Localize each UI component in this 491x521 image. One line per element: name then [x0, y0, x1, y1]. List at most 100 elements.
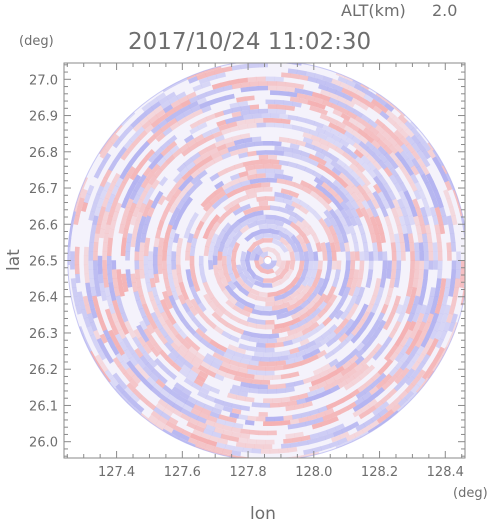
radar-cell [150, 198, 159, 209]
radar-cell [416, 376, 426, 387]
radar-cell [405, 368, 415, 379]
radar-cell [215, 418, 226, 426]
radar-cell [278, 160, 289, 166]
radar-cell [390, 269, 397, 279]
radar-cell [271, 238, 283, 247]
radar-cell [361, 319, 371, 330]
radar-cell [99, 333, 108, 344]
radar-cell [352, 109, 364, 118]
radar-cell [320, 94, 331, 102]
radar-cell [449, 330, 455, 340]
radar-cell [247, 415, 257, 422]
radar-cell [287, 328, 298, 336]
radar-cell [224, 117, 235, 125]
radar-cell [180, 413, 191, 422]
radar-cell [343, 439, 354, 446]
radar-cell [203, 201, 213, 212]
radar-cell [231, 106, 242, 113]
radar-cell [405, 375, 415, 386]
radar-cell [313, 176, 324, 186]
radar-cell [180, 99, 191, 108]
radar-cell [278, 206, 289, 214]
radar-cell [374, 118, 385, 128]
radar-cell [315, 102, 326, 110]
radar-cell [292, 101, 302, 108]
radar-cell [444, 304, 451, 315]
radar-cell [235, 371, 246, 378]
y-tick-label: 26.3 [29, 327, 58, 342]
radar-cell [114, 387, 123, 397]
radar-cell [227, 416, 237, 423]
radar-cell [258, 81, 268, 86]
radar-cell [221, 361, 232, 369]
radar-cell [387, 312, 396, 323]
radar-cell [415, 286, 422, 297]
radar-cell [305, 94, 316, 102]
radar-cell [122, 337, 131, 348]
radar-cell [140, 178, 150, 189]
radar-cell [369, 92, 380, 102]
radar-cell [96, 185, 105, 196]
radar-cell [313, 335, 324, 345]
radar-cell [290, 317, 301, 325]
radar-cell [158, 96, 169, 106]
radar-cell [173, 425, 184, 434]
radar-cell [372, 105, 383, 115]
radar-cell [184, 298, 194, 309]
radar-cell [427, 362, 436, 373]
radar-cell [319, 369, 330, 378]
radar-cell [120, 198, 129, 209]
radar-cell [324, 81, 335, 89]
radar-cell [231, 260, 237, 270]
radar-cell [168, 203, 178, 214]
radar-cell [312, 341, 323, 351]
radar-cell [278, 90, 289, 97]
radar-cell [431, 312, 439, 323]
radar-cell [79, 326, 85, 336]
radar-cell [258, 255, 264, 261]
x-tick-label: 128.2 [361, 465, 398, 480]
radar-cell [325, 136, 336, 145]
radar-cell [328, 92, 339, 100]
radar-cell [107, 193, 116, 204]
radar-cell [295, 350, 306, 358]
radar-cell [103, 138, 112, 148]
radar-cell [239, 287, 250, 297]
radar-cell [160, 299, 168, 310]
radar-cell [208, 241, 216, 252]
radar-cell [358, 410, 369, 420]
radar-cell [99, 282, 106, 293]
radar-cell [133, 290, 141, 301]
radar-cell [379, 233, 386, 244]
radar-cell [203, 447, 213, 453]
radar-cell [420, 206, 428, 217]
radar-cell [315, 269, 323, 280]
radar-cell [293, 331, 304, 339]
radar-cell [381, 269, 387, 279]
radar-cell [323, 217, 333, 228]
radar-cell [398, 190, 407, 201]
radar-cell [405, 360, 415, 371]
radar-cell [302, 132, 313, 140]
radar-cell [429, 329, 438, 340]
radar-cell [308, 384, 319, 392]
radar-cell [307, 184, 319, 193]
radar-cell [163, 104, 174, 114]
radar-cell [195, 160, 206, 169]
radar-cell [328, 225, 337, 236]
radar-cell [386, 286, 394, 297]
radar-cell [146, 401, 157, 411]
radar-cell [367, 398, 378, 408]
radar-cell [311, 91, 322, 99]
radar-cell [316, 78, 327, 86]
radar-cell [232, 305, 243, 314]
radar-cell [193, 378, 204, 387]
radar-cell [218, 194, 229, 204]
radar-cell [135, 277, 142, 288]
radar-cell [162, 290, 170, 302]
radar-cell [89, 334, 98, 345]
radar-cell [343, 286, 351, 297]
radar-cell [160, 388, 171, 398]
radar-cell [353, 269, 360, 279]
radar-cell [358, 269, 364, 279]
